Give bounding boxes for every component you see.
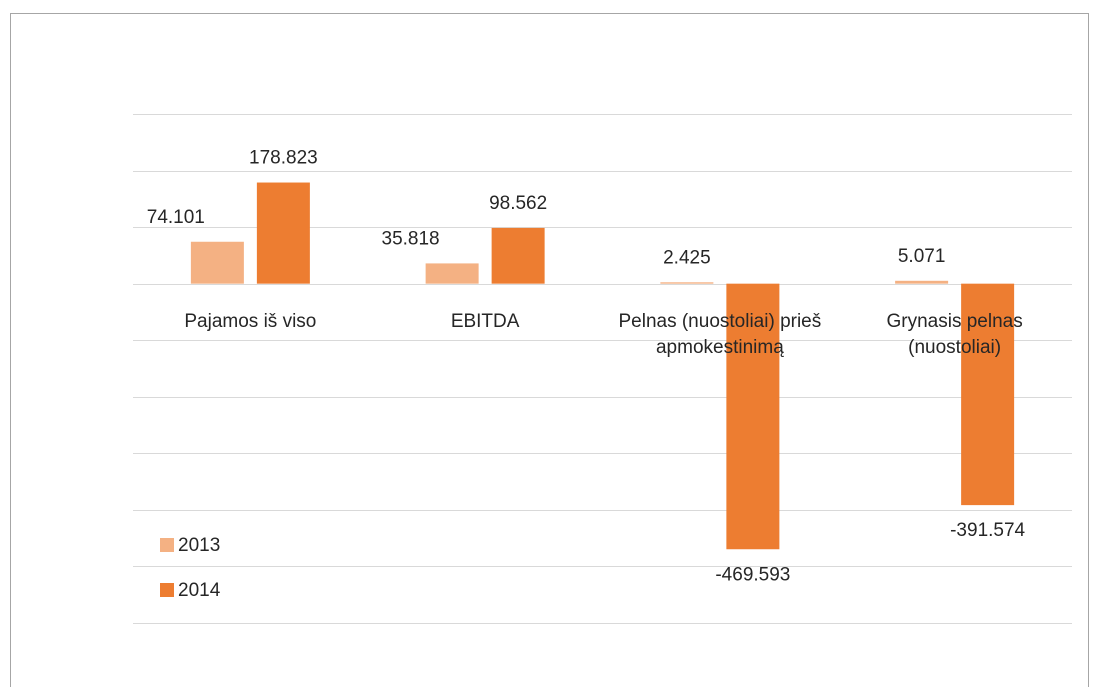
bar <box>190 241 244 284</box>
bar <box>256 182 310 284</box>
chart-border <box>10 13 1089 687</box>
legend-label: 2013 <box>178 535 220 556</box>
data-label: 74.101 <box>147 207 205 228</box>
bar <box>726 283 780 550</box>
data-label: 5.071 <box>898 246 946 267</box>
data-label: 98.562 <box>489 193 547 214</box>
bar <box>425 263 479 284</box>
legend-swatch <box>160 583 174 597</box>
x-tick-label: Grynasis pelnas (nuostoliai) <box>886 310 1023 358</box>
legend-label: 2014 <box>178 580 221 601</box>
data-label: 178.823 <box>249 148 318 169</box>
bar <box>961 283 1015 506</box>
data-label: -391.574 <box>950 520 1025 541</box>
x-tick-label: Pajamos iš viso <box>184 310 317 332</box>
legend-swatch <box>160 538 174 552</box>
data-label: -469.593 <box>715 564 790 585</box>
data-label: 2.425 <box>663 247 711 268</box>
x-tick-label: EBITDA <box>450 310 520 332</box>
data-label: 35.818 <box>382 228 440 249</box>
x-tick-label: Pelnas (nuostoliai) prieš apmokestinimą <box>618 310 822 358</box>
bar <box>491 227 545 284</box>
bar <box>895 280 949 284</box>
bar <box>660 282 714 284</box>
